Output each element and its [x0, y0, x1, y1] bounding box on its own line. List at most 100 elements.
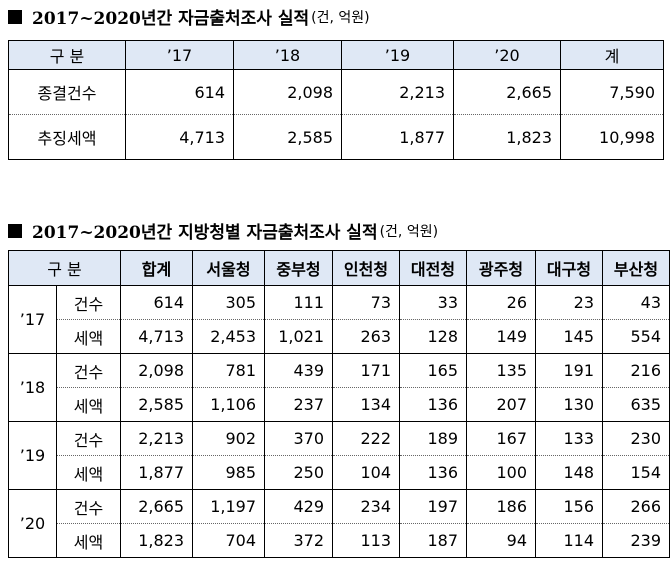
table-cell: 4,713 — [125, 114, 234, 160]
regional-header-cell: 대전청 — [399, 250, 467, 286]
regional-header-row: 구 분 합계 서울청 중부청 인천청 대전청 광주청 대구청 부산청 — [8, 250, 670, 286]
table-cell: 2,585 — [233, 114, 342, 160]
table-cell: 136 — [399, 455, 467, 490]
table-cell: 145 — [535, 319, 603, 354]
table-cell: 1,877 — [341, 114, 454, 160]
table-cell: 135 — [466, 353, 536, 388]
table-cell: 554 — [602, 319, 670, 354]
table-cell: 33 — [399, 285, 467, 320]
table-row: ’20 건수 2,665 1,197 429 234 197 186 156 266 — [8, 489, 670, 558]
table-cell: 148 — [535, 455, 603, 490]
table-row: 세액 1,823 704 372 113 187 94 114 239 — [9, 523, 670, 558]
table-cell: 635 — [602, 387, 670, 422]
table-cell: 189 — [399, 421, 467, 456]
summary-header-row: 구 분 ’17 ’18 ’19 ’20 계 — [8, 40, 664, 70]
year-label: ’20 — [8, 489, 57, 558]
row-label: 세액 — [56, 387, 121, 422]
table-cell: 167 — [466, 421, 536, 456]
table-cell: 10,998 — [560, 114, 664, 160]
row-label: 추징세액 — [8, 114, 126, 160]
regional-header-cell: 구 분 — [8, 250, 121, 286]
table-row: 세액 4,713 2,453 1,021 263 128 149 145 554 — [9, 319, 670, 354]
table-row: 추징세액 4,713 2,585 1,877 1,823 10,998 — [8, 114, 664, 160]
table-cell: 234 — [332, 489, 400, 524]
table-cell: 136 — [399, 387, 467, 422]
table-cell: 133 — [535, 421, 603, 456]
section2-title: 2017~2020년간 지방청별 자금출처조사 실적 — [32, 223, 378, 243]
section2-unit: (건, 억원) — [379, 223, 439, 240]
table-cell: 104 — [332, 455, 400, 490]
table-cell: 222 — [332, 421, 400, 456]
table-cell: 1,197 — [192, 489, 265, 524]
table-cell: 207 — [466, 387, 536, 422]
summary-header-cell: ’17 — [125, 40, 234, 70]
table-cell: 26 — [466, 285, 536, 320]
table-cell: 704 — [192, 523, 265, 558]
section1-heading: 2017~2020년간 자금출처조사 실적 (건, 억원) — [8, 4, 370, 29]
summary-header-cell: 계 — [560, 40, 664, 70]
regional-header-cell: 부산청 — [602, 250, 670, 286]
table-cell: 902 — [192, 421, 265, 456]
table-cell: 2,098 — [233, 69, 342, 115]
table-cell: 614 — [125, 69, 234, 115]
table-cell: 2,665 — [453, 69, 561, 115]
table-cell: 266 — [602, 489, 670, 524]
table-cell: 781 — [192, 353, 265, 388]
summary-header-cell: ’18 — [233, 40, 342, 70]
year-label: ’17 — [8, 285, 57, 354]
table-cell: 156 — [535, 489, 603, 524]
table-cell: 1,823 — [120, 523, 193, 558]
year-label: ’18 — [8, 353, 57, 422]
summary-table: 구 분 ’17 ’18 ’19 ’20 계 종결건수 614 2,098 2,2… — [8, 40, 664, 160]
table-cell: 171 — [332, 353, 400, 388]
table-cell: 2,098 — [120, 353, 193, 388]
table-cell: 429 — [264, 489, 333, 524]
table-cell: 439 — [264, 353, 333, 388]
table-cell: 614 — [120, 285, 193, 320]
row-label: 건수 — [56, 489, 121, 524]
table-cell: 73 — [332, 285, 400, 320]
table-cell: 985 — [192, 455, 265, 490]
table-cell: 100 — [466, 455, 536, 490]
regional-header-cell: 중부청 — [264, 250, 333, 286]
table-row: 세액 1,877 985 250 104 136 100 148 154 — [9, 455, 670, 490]
table-cell: 165 — [399, 353, 467, 388]
table-cell: 1,021 — [264, 319, 333, 354]
table-row: ’18 건수 2,098 781 439 171 165 135 191 216 — [8, 353, 670, 422]
table-cell: 2,213 — [120, 421, 193, 456]
table-cell: 1,877 — [120, 455, 193, 490]
table-cell: 239 — [602, 523, 670, 558]
table-cell: 372 — [264, 523, 333, 558]
table-cell: 4,713 — [120, 319, 193, 354]
table-cell: 197 — [399, 489, 467, 524]
summary-header-cell: ’20 — [453, 40, 561, 70]
table-row: ’17 건수 614 305 111 73 33 26 23 43 — [8, 285, 670, 354]
year-label: ’19 — [8, 421, 57, 490]
table-cell: 2,213 — [341, 69, 454, 115]
table-cell: 237 — [264, 387, 333, 422]
row-label: 종결건수 — [8, 69, 126, 115]
table-row: ’19 건수 2,213 902 370 222 189 167 133 230 — [8, 421, 670, 490]
summary-header-cell: ’19 — [341, 40, 454, 70]
section1-title: 2017~2020년간 자금출처조사 실적 — [32, 9, 310, 29]
table-cell: 2,585 — [120, 387, 193, 422]
table-cell: 23 — [535, 285, 603, 320]
table-cell: 7,590 — [560, 69, 664, 115]
row-label: 건수 — [56, 285, 121, 320]
section2-heading: 2017~2020년간 지방청별 자금출처조사 실적 (건, 억원) — [8, 218, 438, 243]
regional-header-cell: 인천청 — [332, 250, 400, 286]
table-cell: 1,823 — [453, 114, 561, 160]
table-cell: 250 — [264, 455, 333, 490]
row-label: 건수 — [56, 421, 121, 456]
row-label: 세액 — [56, 319, 121, 354]
regional-header-cell: 대구청 — [535, 250, 603, 286]
table-cell: 154 — [602, 455, 670, 490]
table-cell: 2,453 — [192, 319, 265, 354]
table-cell: 111 — [264, 285, 333, 320]
table-cell: 149 — [466, 319, 536, 354]
regional-table: 구 분 합계 서울청 중부청 인천청 대전청 광주청 대구청 부산청 ’17 건수… — [8, 250, 670, 558]
table-cell: 230 — [602, 421, 670, 456]
table-cell: 263 — [332, 319, 400, 354]
table-cell: 1,106 — [192, 387, 265, 422]
regional-header-cell: 합계 — [120, 250, 193, 286]
